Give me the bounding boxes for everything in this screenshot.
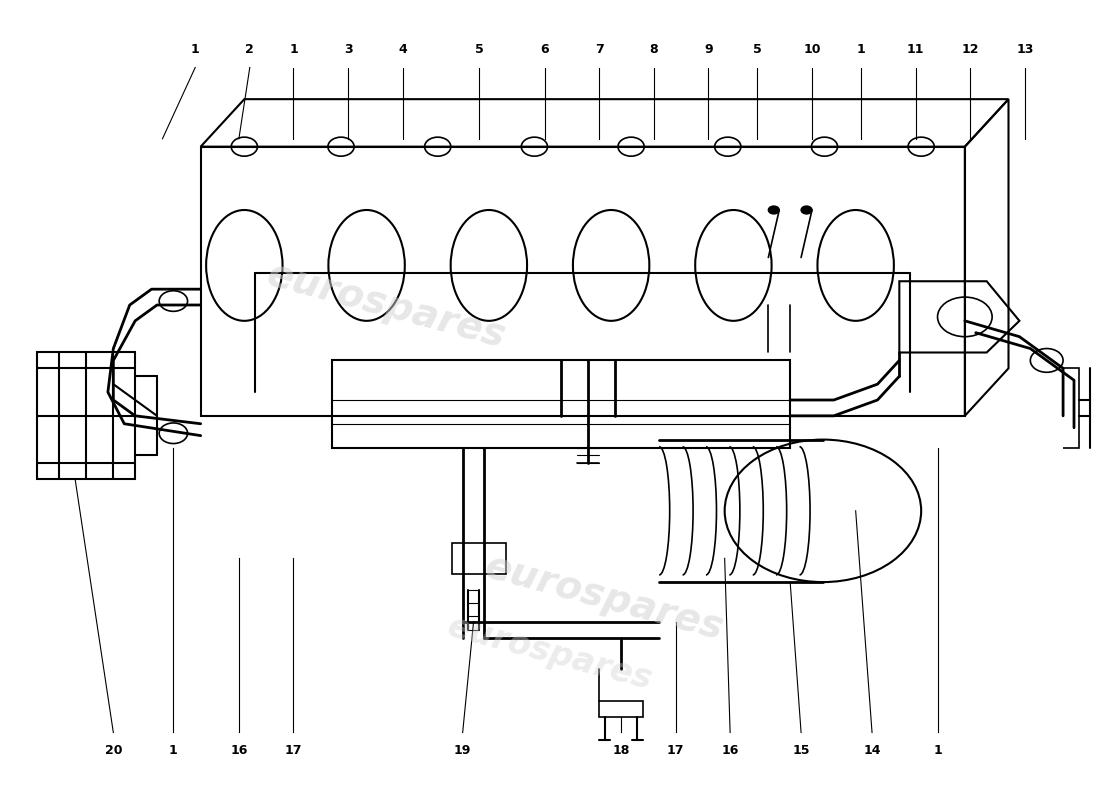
Text: eurospares: eurospares [263,255,510,355]
Text: 15: 15 [792,744,810,758]
Text: 19: 19 [454,744,472,758]
Text: 16: 16 [230,744,248,758]
Text: 4: 4 [398,42,407,56]
Text: 6: 6 [540,42,549,56]
Text: 10: 10 [803,42,821,56]
Text: eurospares: eurospares [481,548,728,648]
Text: 14: 14 [864,744,881,758]
Circle shape [801,206,812,214]
Text: eurospares: eurospares [443,610,657,697]
Text: 1: 1 [190,42,199,56]
Text: 20: 20 [104,744,122,758]
Text: 8: 8 [649,42,658,56]
Text: 7: 7 [595,42,604,56]
Text: 5: 5 [754,42,762,56]
Text: 2: 2 [245,42,254,56]
Text: 9: 9 [704,42,713,56]
Text: 5: 5 [475,42,483,56]
Text: 12: 12 [961,42,979,56]
Text: 1: 1 [857,42,866,56]
Text: 13: 13 [1016,42,1034,56]
Text: 3: 3 [343,42,352,56]
Text: 17: 17 [667,744,684,758]
Text: 1: 1 [933,744,942,758]
Text: 18: 18 [613,744,629,758]
Circle shape [768,206,779,214]
Text: 17: 17 [285,744,303,758]
Text: 1: 1 [169,744,178,758]
Text: 11: 11 [908,42,924,56]
Text: 16: 16 [722,744,739,758]
Text: 1: 1 [289,42,298,56]
